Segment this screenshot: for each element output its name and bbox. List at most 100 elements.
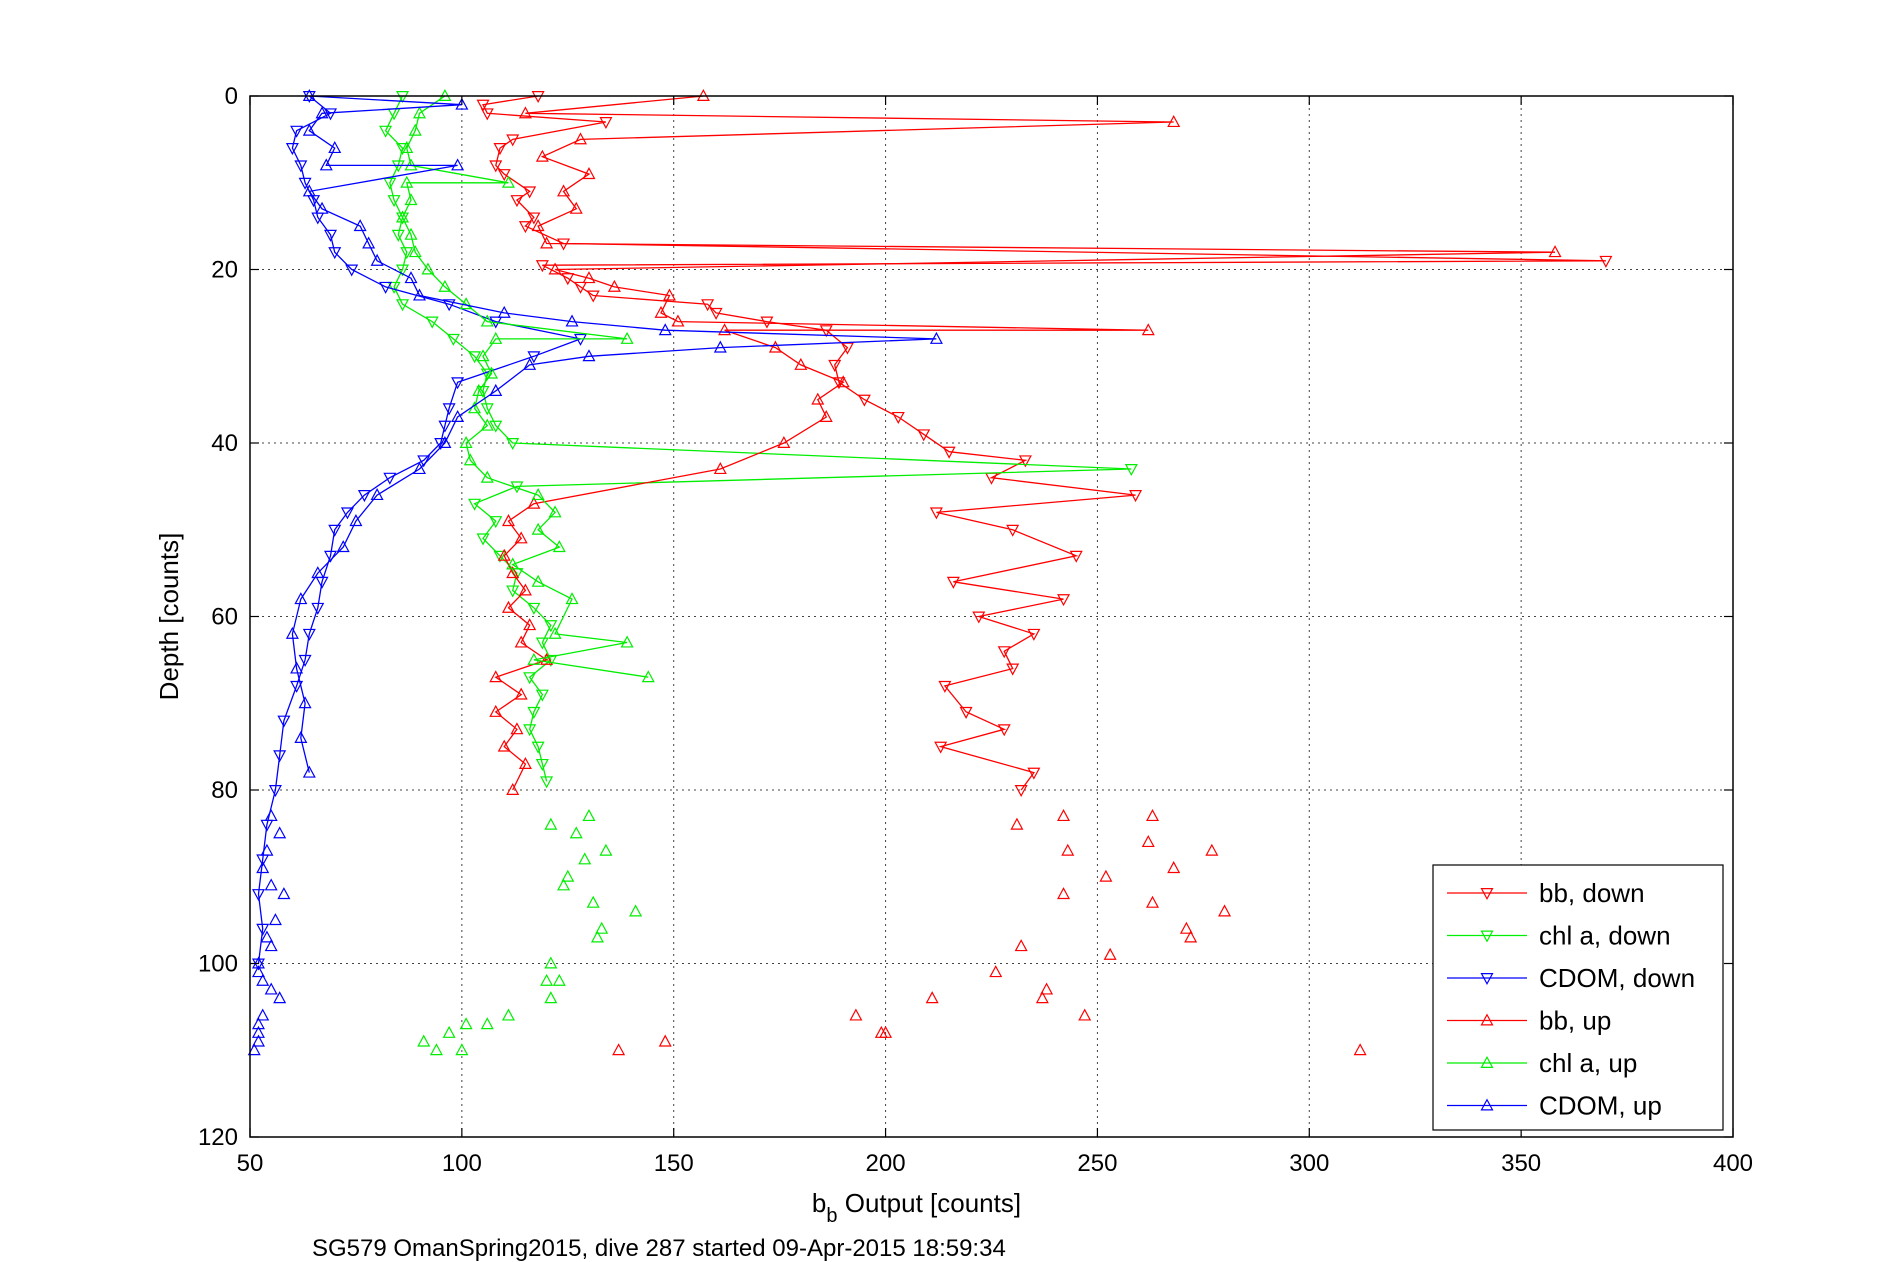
data-point — [523, 186, 537, 199]
data-point — [582, 349, 596, 362]
data-point — [493, 143, 507, 156]
data-point — [518, 106, 532, 119]
series-chl-a-down — [379, 90, 1138, 789]
data-point — [294, 160, 308, 173]
data-point — [472, 383, 486, 396]
data-point — [595, 921, 609, 934]
data-point — [489, 516, 503, 529]
data-point — [476, 99, 490, 112]
series-line-chl-a-down — [384, 95, 1132, 782]
data-point — [654, 305, 668, 318]
data-point — [463, 453, 477, 466]
data-point — [256, 923, 270, 936]
data-point — [340, 507, 354, 520]
data-point — [273, 826, 287, 839]
data-point — [506, 557, 520, 570]
data-point — [972, 611, 986, 624]
data-point — [323, 229, 338, 242]
data-point — [523, 618, 537, 631]
data-point — [1599, 255, 1613, 268]
data-point — [429, 1043, 443, 1056]
data-point — [599, 843, 613, 856]
data-point — [285, 143, 299, 156]
data-point — [357, 490, 371, 503]
data-point — [277, 887, 291, 900]
x-axis-label: bb Output [counts] — [812, 1188, 1021, 1227]
data-point — [629, 904, 643, 917]
data-point — [925, 991, 939, 1004]
x-tick-label: 150 — [654, 1150, 694, 1177]
data-point — [506, 782, 520, 796]
data-point — [544, 620, 558, 633]
y-tick-label: 60 — [211, 604, 238, 631]
data-point — [260, 843, 274, 856]
data-point — [544, 991, 558, 1004]
data-point — [1179, 921, 1193, 934]
data-point — [273, 750, 287, 763]
data-point — [997, 646, 1011, 659]
data-point — [506, 134, 520, 147]
data-point — [264, 808, 278, 822]
data-point — [391, 160, 405, 173]
data-point — [247, 1043, 261, 1056]
data-point — [544, 956, 558, 969]
legend-marker — [1480, 1055, 1494, 1069]
data-point — [251, 1025, 265, 1038]
data-point — [794, 357, 808, 370]
data-point — [573, 333, 588, 346]
data-point — [891, 411, 905, 425]
data-point — [671, 314, 685, 327]
series-line-cdom-up — [291, 95, 937, 773]
data-point — [531, 522, 545, 535]
legend-marker — [1480, 887, 1494, 901]
data-point — [1040, 982, 1054, 995]
data-point — [540, 652, 554, 665]
data-point — [1141, 323, 1155, 336]
data-point — [256, 973, 270, 986]
data-point — [345, 264, 359, 277]
data-point — [934, 741, 948, 754]
data-point — [946, 576, 960, 589]
x-tick-label: 250 — [1077, 1150, 1117, 1177]
data-point — [396, 299, 410, 312]
data-point — [459, 1017, 473, 1030]
data-point — [404, 158, 418, 171]
data-point — [476, 533, 490, 546]
data-point — [298, 177, 312, 190]
legend-marker — [1480, 930, 1494, 943]
data-point — [302, 184, 316, 197]
data-point — [527, 351, 541, 364]
data-point — [938, 680, 952, 693]
data-point — [442, 1025, 456, 1038]
data-point — [412, 461, 426, 475]
data-point — [535, 637, 549, 650]
data-point — [540, 236, 554, 249]
data-point — [569, 826, 583, 839]
data-point — [251, 889, 265, 902]
data-point — [315, 106, 329, 119]
dive-caption: SG579 OmanSpring2015, dive 287 started 0… — [312, 1235, 1006, 1262]
data-point — [942, 446, 956, 459]
data-point — [709, 307, 723, 320]
data-point — [662, 288, 676, 301]
data-point — [412, 288, 426, 301]
data-point — [514, 635, 528, 648]
data-point — [396, 210, 410, 223]
data-point — [713, 461, 727, 475]
data-point — [404, 193, 418, 206]
data-point — [713, 340, 727, 353]
data-point — [1103, 947, 1117, 960]
data-point — [489, 670, 503, 683]
data-point — [451, 158, 465, 171]
legend-label: chl a, down — [1539, 921, 1671, 951]
data-point — [518, 221, 532, 234]
data-point — [480, 314, 494, 327]
data-point — [523, 357, 537, 370]
data-point — [811, 392, 825, 405]
data-point — [1129, 490, 1143, 503]
data-point — [819, 409, 833, 422]
data-point — [455, 97, 469, 110]
data-point — [1146, 895, 1160, 908]
data-point — [476, 385, 490, 398]
